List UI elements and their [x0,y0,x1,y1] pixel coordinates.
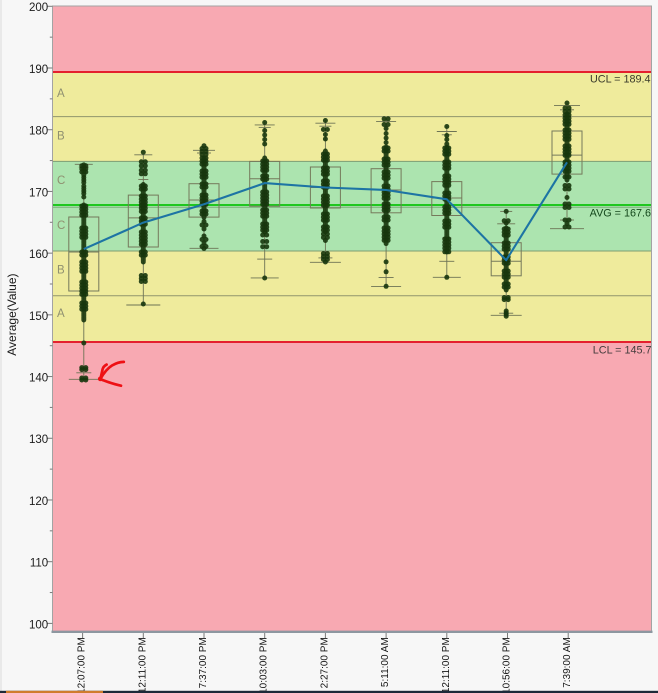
svg-text:12:07:00 PM: 12:07:00 PM [77,637,88,693]
svg-text:Average(Value): Average(Value) [5,273,19,355]
svg-text:A: A [57,88,65,100]
svg-text:170: 170 [29,187,48,199]
svg-text:7:39:00 AM: 7:39:00 AM [562,637,573,688]
svg-text:12:11:00 PM: 12:11:00 PM [137,637,148,693]
svg-text:B: B [57,131,65,143]
svg-text:160: 160 [29,249,48,261]
svg-text:AVG = 167.6: AVG = 167.6 [590,208,651,220]
svg-text:130: 130 [29,434,48,446]
svg-text:7:37:00 PM: 7:37:00 PM [198,637,209,688]
svg-text:110: 110 [30,558,48,570]
svg-text:140: 140 [29,372,48,384]
svg-text:A: A [57,308,65,320]
svg-text:180: 180 [29,126,48,138]
svg-text:120: 120 [29,496,48,508]
svg-text:150: 150 [29,311,48,323]
svg-text:190: 190 [29,64,48,76]
svg-text:C: C [57,220,65,232]
svg-text:5:11:00 AM: 5:11:00 AM [380,637,391,687]
svg-text:200: 200 [29,2,48,14]
svg-text:LCL = 145.7: LCL = 145.7 [593,345,652,357]
svg-text:12:11:00 PM: 12:11:00 PM [441,637,452,693]
svg-text:C: C [57,175,65,187]
svg-text:10:03:00 PM: 10:03:00 PM [259,637,270,693]
svg-text:2:27:00 PM: 2:27:00 PM [319,637,330,688]
svg-text:10:56:00 PM: 10:56:00 PM [502,637,513,693]
svg-text:100: 100 [29,619,48,631]
svg-text:B: B [57,265,65,277]
svg-text:UCL = 189.4: UCL = 189.4 [590,74,651,86]
